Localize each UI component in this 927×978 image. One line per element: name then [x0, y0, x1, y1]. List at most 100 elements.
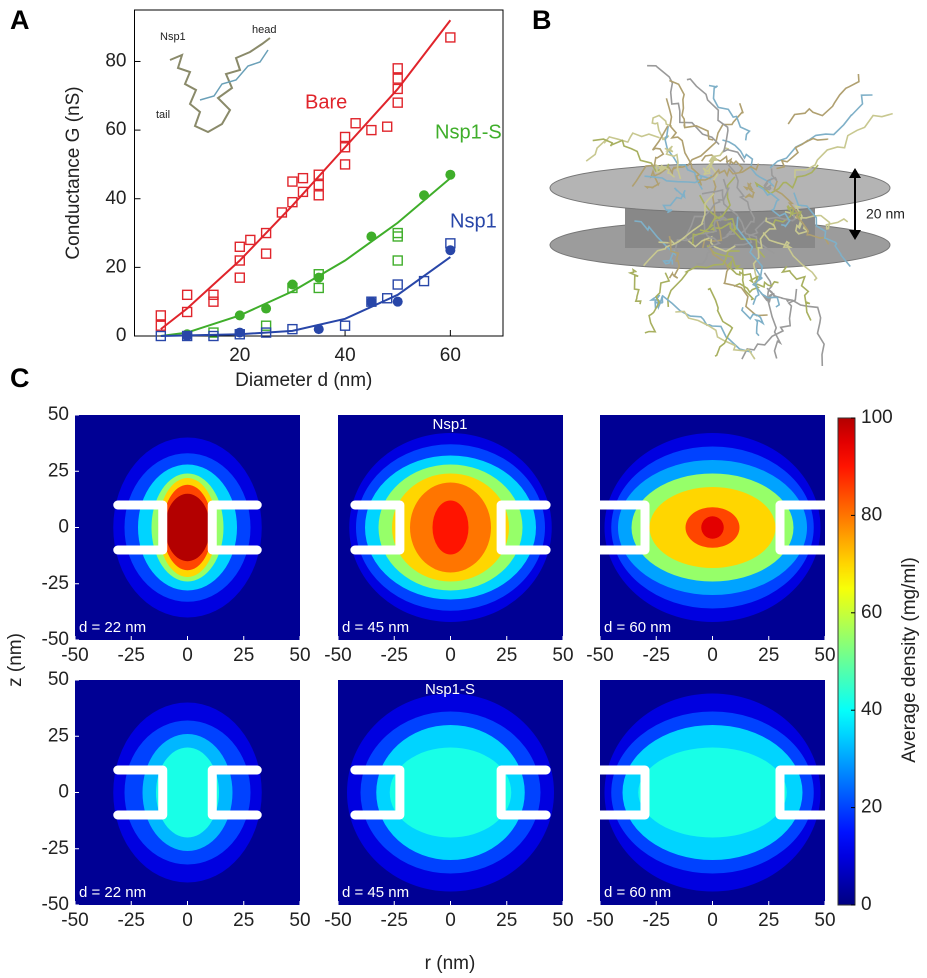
row-title: Nsp1-S [425, 681, 475, 698]
x-tick-label: 0 [707, 645, 718, 666]
polymer-chain [684, 178, 730, 241]
polymer-chain [726, 259, 759, 291]
pore-wall [775, 765, 830, 820]
density-contour [165, 493, 210, 562]
polymer-chain [794, 112, 893, 179]
density-contour [638, 747, 787, 838]
y-axis-label: Conductance G (nS) [63, 86, 84, 259]
x-tick-label: -25 [643, 645, 670, 666]
colorbar-tick-label: 100 [861, 407, 893, 428]
open-square [276, 207, 288, 218]
filled-circle [445, 245, 456, 256]
open-square [339, 320, 351, 331]
polymer-chain [752, 217, 777, 284]
polymer-chain [781, 297, 825, 367]
y-tick-label: 80 [105, 50, 126, 71]
y-tick-label: 25 [48, 725, 69, 746]
x-tick-label: -25 [643, 910, 670, 931]
polymer-chain [664, 125, 703, 190]
y-tick-label: -50 [42, 894, 69, 915]
polymer-chain [692, 176, 736, 244]
open-square [297, 186, 309, 198]
open-square [366, 124, 377, 136]
open-square [155, 330, 167, 342]
x-tick-label: -25 [381, 645, 408, 666]
fit-line [160, 256, 451, 337]
polymer-chain [705, 154, 719, 181]
polymer-chain [730, 214, 796, 251]
x-tick-label: -50 [324, 645, 351, 666]
open-square [155, 320, 167, 331]
polymer-chain [675, 310, 756, 360]
pore-wall [350, 500, 405, 555]
panel-letter: A [10, 5, 30, 35]
polymer-chain [643, 163, 683, 190]
polymer-chain [776, 137, 829, 170]
colorbar-tick-label: 20 [861, 797, 882, 818]
open-square [287, 196, 298, 208]
polymer-chain [769, 94, 873, 169]
x-tick-label: 0 [182, 910, 193, 931]
filled-circle [287, 279, 298, 290]
open-square [445, 32, 456, 43]
polymer-chain [762, 168, 778, 191]
open-square [234, 272, 245, 283]
pore-ring [549, 163, 891, 213]
y-tick-label: 40 [105, 188, 126, 209]
y-tick-label: 0 [58, 517, 69, 538]
polymer-chain [757, 185, 791, 228]
colorbar [837, 417, 856, 906]
colorbar-label: Average density (mg/ml) [899, 557, 920, 763]
open-square [245, 234, 256, 246]
filled-circle [313, 324, 324, 335]
polymer-chain [706, 244, 755, 301]
pore-wall [775, 500, 830, 555]
x-tick-label: 60 [440, 345, 461, 366]
polymer-chain [644, 272, 671, 334]
filled-circle [234, 310, 245, 321]
open-square [381, 293, 393, 304]
filled-circle [261, 303, 272, 314]
y-axis-label: z (nm) [5, 633, 26, 687]
open-square [392, 279, 403, 290]
x-tick-label: -25 [118, 645, 145, 666]
polymer-chain [740, 306, 765, 337]
open-square [260, 320, 272, 331]
polymer-chain [661, 294, 753, 353]
x-tick-label: 20 [229, 345, 250, 366]
x-tick-label: -50 [586, 645, 613, 666]
polymer-chain [762, 231, 818, 282]
fit-line [160, 19, 452, 330]
y-tick-label: 25 [48, 460, 69, 481]
polymer-chain [592, 138, 670, 173]
x-tick-label: 25 [496, 645, 517, 666]
open-square [287, 176, 298, 187]
x-tick-label: 0 [445, 910, 456, 931]
open-square [313, 190, 324, 201]
polymer-chain [664, 145, 682, 180]
polymer-chain [699, 194, 766, 259]
x-tick-label: 50 [289, 645, 310, 666]
polymer-chain [702, 147, 730, 176]
polymer-chain [754, 164, 819, 195]
row-title: Nsp1 [432, 416, 467, 433]
x-tick-label: -25 [381, 910, 408, 931]
x-tick-label: 50 [289, 910, 310, 931]
open-square [418, 275, 430, 287]
polymer-chain [644, 174, 713, 184]
pore-wall [113, 500, 168, 555]
polymer-chain [686, 78, 746, 163]
x-tick-label: 25 [233, 910, 254, 931]
pore-wall [207, 500, 262, 555]
polymer-chain [667, 235, 681, 279]
annotation: head [252, 24, 276, 36]
polymer-chain [708, 244, 768, 317]
open-square [208, 289, 219, 301]
x-tick-label: -25 [118, 910, 145, 931]
y-tick-label: 20 [105, 256, 126, 277]
open-square [181, 289, 193, 301]
arrow-head [849, 230, 861, 240]
open-square [381, 121, 393, 132]
pore-wall [350, 765, 405, 820]
